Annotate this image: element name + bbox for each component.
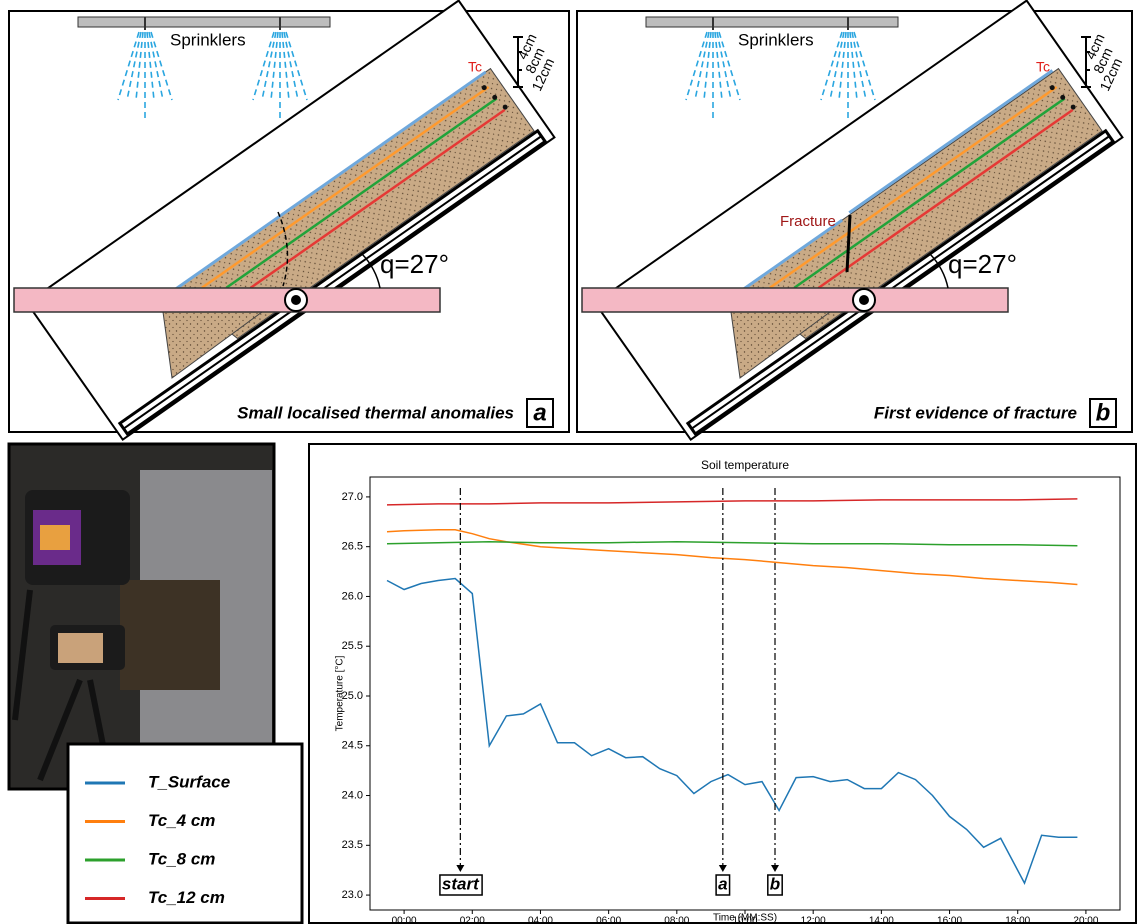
y-tick-label: 24.0 <box>342 789 363 801</box>
x-tick-label: 08:00 <box>664 916 689 924</box>
y-tick-label: 25.0 <box>342 690 363 702</box>
marker-arrow <box>456 865 464 872</box>
y-tick-label: 24.5 <box>342 740 363 752</box>
marker-arrow <box>771 865 779 872</box>
x-tick-label: 18:00 <box>1005 916 1030 924</box>
caption: Small localised thermal anomalies <box>237 403 514 422</box>
panel-label: b <box>1096 399 1111 426</box>
sensor-label: Tc <box>468 59 482 75</box>
x-tick-label: 04:00 <box>528 916 553 924</box>
x-tick-label: 16:00 <box>937 916 962 924</box>
sprinklers-label: Sprinklers <box>738 30 814 49</box>
x-tick-label: 12:00 <box>801 916 826 924</box>
angle-label: q=27° <box>948 249 1017 279</box>
panel-label: a <box>533 399 546 426</box>
sprinklers-label: Sprinklers <box>170 30 246 49</box>
x-tick-label: 20:00 <box>1073 916 1098 924</box>
series-line <box>387 542 1077 546</box>
x-tick-label: 00:00 <box>392 916 417 924</box>
legend-label: Tc_4 cm <box>148 811 215 830</box>
angle-label: q=27° <box>380 249 449 279</box>
panel: Sprinklersq=27°Tc4cm8cm12cmFractureFirst… <box>577 1 1132 440</box>
sensor-label: Tc <box>1036 59 1050 75</box>
pivot-center <box>859 295 869 305</box>
y-tick-label: 27.0 <box>342 491 363 503</box>
marker-label: start <box>442 874 480 893</box>
legend-label: T_Surface <box>148 772 230 791</box>
marker-arrow <box>719 865 727 872</box>
photo <box>9 444 274 789</box>
x-tick-label: 02:00 <box>460 916 485 924</box>
fracture-label: Fracture <box>780 213 836 230</box>
caption: First evidence of fracture <box>874 403 1077 422</box>
y-tick-label: 26.0 <box>342 590 363 602</box>
figure: Sprinklersq=27°Tc4cm8cm12cmSmall localis… <box>0 0 1137 924</box>
series-line <box>387 499 1077 505</box>
sprinkler-bar <box>78 17 330 27</box>
sprinkler-bar <box>646 17 898 27</box>
marker-label: b <box>770 874 780 893</box>
pivot-bar <box>582 288 1008 312</box>
pivot-center <box>291 295 301 305</box>
x-tick-label: 06:00 <box>596 916 621 924</box>
y-tick-label: 26.5 <box>342 541 363 553</box>
y-tick-label: 23.0 <box>342 889 363 901</box>
legend-label: Tc_12 cm <box>148 888 225 907</box>
y-tick-label: 25.5 <box>342 640 363 652</box>
series-line <box>387 530 1077 585</box>
x-tick-label: 10:00 <box>732 916 757 924</box>
x-tick-label: 14:00 <box>869 916 894 924</box>
pivot-bar <box>14 288 440 312</box>
series-line <box>387 579 1077 884</box>
legend-label: Tc_8 cm <box>148 849 215 868</box>
chart-title: Soil temperature <box>701 458 789 472</box>
y-tick-label: 23.5 <box>342 839 363 851</box>
marker-label: a <box>718 874 727 893</box>
